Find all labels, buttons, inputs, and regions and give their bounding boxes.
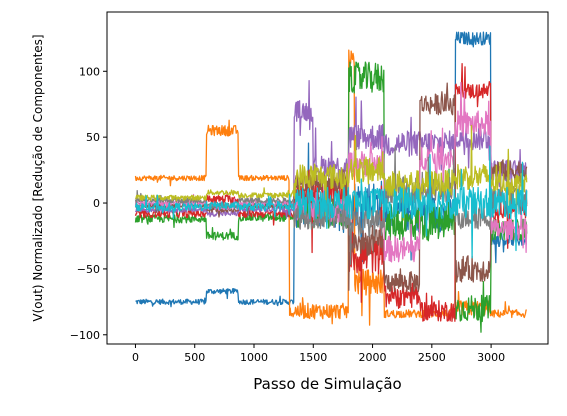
x-tick-label: 0 bbox=[132, 351, 139, 364]
plot-frame bbox=[106, 11, 549, 345]
y-axis-label: V(out) Normalizado [Redução de Component… bbox=[31, 34, 45, 321]
y-tick-label: 100 bbox=[79, 65, 100, 78]
y-axis: −100 −50 0 50 100 bbox=[70, 65, 107, 342]
series-3-line bbox=[134, 63, 528, 322]
series-1-line bbox=[134, 49, 528, 326]
y-tick-label: −50 bbox=[77, 263, 100, 276]
x-axis: 0 500 1000 1500 2000 2500 3000 bbox=[132, 344, 505, 364]
x-tick-label: 1500 bbox=[299, 351, 327, 364]
x-tick-label: 2000 bbox=[359, 351, 387, 364]
y-tick-label: −100 bbox=[70, 329, 100, 342]
y-tick-label: 0 bbox=[93, 197, 100, 210]
x-tick-label: 500 bbox=[184, 351, 205, 364]
x-tick-label: 3000 bbox=[477, 351, 505, 364]
y-tick-label: 50 bbox=[86, 131, 100, 144]
x-tick-label: 2500 bbox=[418, 351, 446, 364]
series-4-line bbox=[134, 80, 528, 219]
series-0-line bbox=[135, 31, 527, 308]
series-layer bbox=[134, 31, 528, 333]
series-9-line bbox=[134, 145, 528, 259]
x-axis-label: Passo de Simulação bbox=[253, 375, 401, 393]
x-tick-label: 1000 bbox=[240, 351, 268, 364]
